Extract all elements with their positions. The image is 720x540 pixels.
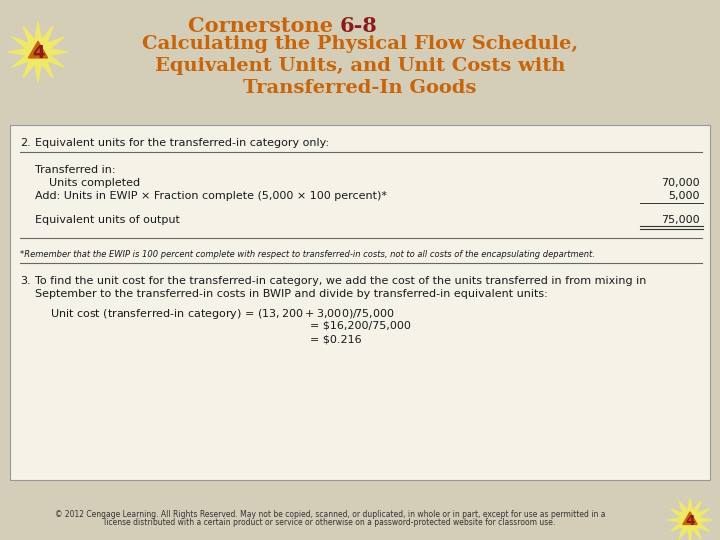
Text: Calculating the Physical Flow Schedule,: Calculating the Physical Flow Schedule, xyxy=(142,35,578,53)
Text: Add: Units in EWIP × Fraction complete (5,000 × 100 percent)*: Add: Units in EWIP × Fraction complete (… xyxy=(35,191,387,201)
Text: Equivalent units for the transferred-in category only:: Equivalent units for the transferred-in … xyxy=(35,138,329,148)
Text: 75,000: 75,000 xyxy=(662,215,700,225)
Text: = $0.216: = $0.216 xyxy=(310,335,361,345)
Polygon shape xyxy=(28,41,48,58)
Text: Transferred-In Goods: Transferred-In Goods xyxy=(243,79,477,97)
Text: 4: 4 xyxy=(685,514,695,528)
Text: Unit cost (transferred-in category) = ($13,200 + $3,000)/75,000: Unit cost (transferred-in category) = ($… xyxy=(50,307,395,321)
Polygon shape xyxy=(8,22,68,82)
Text: Cornerstone: Cornerstone xyxy=(188,16,340,36)
Text: license distributed with a certain product or service or otherwise on a password: license distributed with a certain produ… xyxy=(104,518,556,527)
Text: Transferred in:: Transferred in: xyxy=(35,165,115,175)
Text: September to the transferred-in costs in BWIP and divide by transferred-in equiv: September to the transferred-in costs in… xyxy=(35,289,548,299)
Text: = $16,200/75,000: = $16,200/75,000 xyxy=(310,321,411,331)
Text: To find the unit cost for the transferred-in category, we add the cost of the un: To find the unit cost for the transferre… xyxy=(35,276,647,286)
Text: *Remember that the EWIP is 100 percent complete with respect to transferred-in c: *Remember that the EWIP is 100 percent c… xyxy=(20,250,595,259)
FancyBboxPatch shape xyxy=(10,125,710,480)
Text: 6-8: 6-8 xyxy=(340,16,378,36)
Text: Equivalent units of output: Equivalent units of output xyxy=(35,215,180,225)
Polygon shape xyxy=(683,512,697,524)
Text: 70,000: 70,000 xyxy=(662,178,700,188)
Text: 2.: 2. xyxy=(20,138,31,148)
Text: Equivalent Units, and Unit Costs with: Equivalent Units, and Unit Costs with xyxy=(155,57,565,75)
Polygon shape xyxy=(668,498,712,540)
Text: 4: 4 xyxy=(32,44,44,62)
Text: 5,000: 5,000 xyxy=(668,191,700,201)
Text: Units completed: Units completed xyxy=(35,178,140,188)
Text: © 2012 Cengage Learning. All Rights Reserved. May not be copied, scanned, or dup: © 2012 Cengage Learning. All Rights Rese… xyxy=(55,510,606,519)
Text: 3.: 3. xyxy=(20,276,31,286)
